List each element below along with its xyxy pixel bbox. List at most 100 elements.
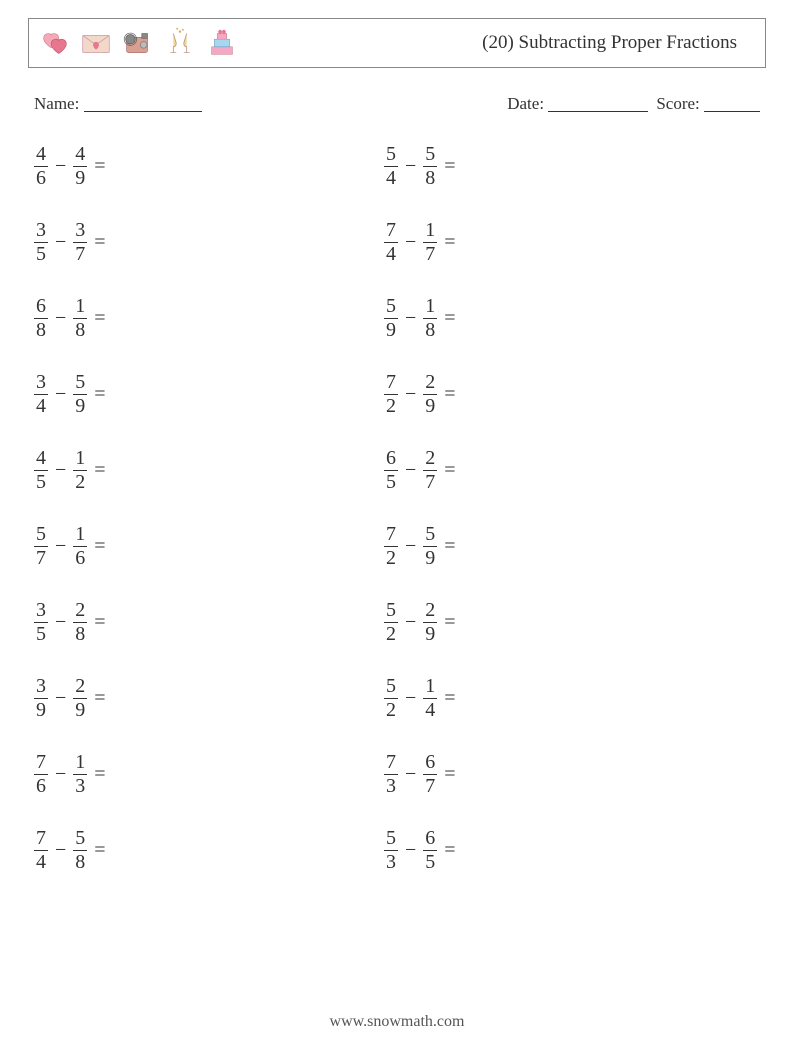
numerator: 6 bbox=[423, 752, 437, 773]
love-letter-icon bbox=[77, 24, 115, 62]
denominator: 6 bbox=[34, 776, 48, 797]
numerator: 3 bbox=[34, 220, 48, 241]
score-field: Score: bbox=[656, 94, 760, 114]
numerator: 3 bbox=[73, 220, 87, 241]
worksheet-title: (20) Subtracting Proper Fractions bbox=[482, 32, 755, 54]
denominator: 2 bbox=[384, 548, 398, 569]
denominator: 9 bbox=[73, 396, 87, 417]
fraction: 49 bbox=[73, 144, 87, 189]
denominator: 9 bbox=[73, 700, 87, 721]
fraction: 29 bbox=[423, 600, 437, 645]
minus-sign: − bbox=[55, 231, 66, 254]
denominator: 9 bbox=[423, 548, 437, 569]
numerator: 7 bbox=[384, 220, 398, 241]
cake-icon bbox=[203, 24, 241, 62]
numerator: 7 bbox=[384, 372, 398, 393]
minus-sign: − bbox=[55, 155, 66, 178]
denominator: 9 bbox=[423, 624, 437, 645]
numerator: 7 bbox=[384, 524, 398, 545]
problem-row: 54−58= bbox=[384, 142, 456, 190]
info-row: Name: Date: Score: bbox=[28, 94, 766, 114]
score-blank[interactable] bbox=[704, 111, 760, 112]
numerator: 5 bbox=[423, 524, 437, 545]
equals-sign: = bbox=[94, 687, 105, 710]
numerator: 1 bbox=[423, 220, 437, 241]
fraction: 35 bbox=[34, 600, 48, 645]
numerator: 5 bbox=[34, 524, 48, 545]
camera-icon bbox=[119, 24, 157, 62]
denominator: 4 bbox=[34, 852, 48, 873]
numerator: 6 bbox=[384, 448, 398, 469]
denominator: 9 bbox=[384, 320, 398, 341]
footer-url: www.snowmath.com bbox=[0, 1013, 794, 1031]
denominator: 7 bbox=[423, 244, 437, 265]
denominator: 8 bbox=[73, 320, 87, 341]
equals-sign: = bbox=[444, 307, 455, 330]
fraction: 72 bbox=[384, 372, 398, 417]
fraction: 74 bbox=[384, 220, 398, 265]
fraction: 52 bbox=[384, 600, 398, 645]
problem-row: 3 4−5 9 = bbox=[34, 370, 384, 418]
score-label: Score: bbox=[656, 94, 699, 113]
numerator: 5 bbox=[73, 828, 87, 849]
minus-sign: − bbox=[55, 687, 66, 710]
champagne-icon bbox=[161, 24, 199, 62]
equals-sign: = bbox=[94, 459, 105, 482]
fraction: 35 bbox=[34, 220, 48, 265]
numerator: 4 bbox=[73, 144, 87, 165]
date-blank[interactable] bbox=[548, 111, 648, 112]
denominator: 5 bbox=[384, 472, 398, 493]
minus-sign: − bbox=[55, 611, 66, 634]
problem-row: 76−13= bbox=[34, 750, 384, 798]
denominator: 4 bbox=[34, 396, 48, 417]
name-blank[interactable] bbox=[84, 111, 202, 112]
fraction: 52 bbox=[384, 676, 398, 721]
problem-row: 59−18= bbox=[384, 294, 456, 342]
denominator: 4 bbox=[423, 700, 437, 721]
header-box: (20) Subtracting Proper Fractions bbox=[28, 18, 766, 68]
equals-sign: = bbox=[444, 155, 455, 178]
problem-row: 74−58= bbox=[34, 826, 384, 874]
equals-sign: = bbox=[94, 611, 105, 634]
minus-sign: − bbox=[405, 611, 416, 634]
fraction: 29 bbox=[423, 372, 437, 417]
header-icons bbox=[35, 24, 241, 62]
denominator: 3 bbox=[384, 776, 398, 797]
denominator: 9 bbox=[73, 168, 87, 189]
problem-row: 57−16= bbox=[34, 522, 384, 570]
fraction: 68 bbox=[34, 296, 48, 341]
denominator: 4 bbox=[384, 244, 398, 265]
equals-sign: = bbox=[94, 839, 105, 862]
fraction: 59 bbox=[423, 524, 437, 569]
denominator: 2 bbox=[73, 472, 87, 493]
fraction: 46 bbox=[34, 144, 48, 189]
problems-area: 46−49=35−37=68−18=34−59=45−12=57−16=35−2… bbox=[28, 142, 766, 874]
problem-row: 53−65= bbox=[384, 826, 456, 874]
problem-row: 35−28= bbox=[34, 598, 384, 646]
numerator: 3 bbox=[34, 600, 48, 621]
denominator: 7 bbox=[423, 776, 437, 797]
minus-sign: − bbox=[55, 763, 66, 786]
fraction: 58 bbox=[423, 144, 437, 189]
problem-row: 39−29= bbox=[34, 674, 384, 722]
fraction: 76 bbox=[34, 752, 48, 797]
numerator: 4 bbox=[34, 144, 48, 165]
minus-sign: − bbox=[405, 307, 416, 330]
numerator: 7 bbox=[34, 752, 48, 773]
denominator: 4 bbox=[384, 168, 398, 189]
numerator: 5 bbox=[384, 144, 398, 165]
denominator: 5 bbox=[34, 472, 48, 493]
hearts-icon bbox=[35, 24, 73, 62]
numerator: 3 bbox=[34, 372, 48, 393]
fraction: 45 bbox=[34, 448, 48, 493]
minus-sign: − bbox=[405, 459, 416, 482]
denominator: 2 bbox=[384, 396, 398, 417]
name-label: Name: bbox=[34, 94, 79, 113]
numerator: 5 bbox=[73, 372, 87, 393]
denominator: 3 bbox=[73, 776, 87, 797]
fraction: 29 bbox=[73, 676, 87, 721]
equals-sign: = bbox=[94, 383, 105, 406]
problem-row: 52−14= bbox=[384, 674, 456, 722]
minus-sign: − bbox=[55, 383, 66, 406]
numerator: 5 bbox=[384, 600, 398, 621]
